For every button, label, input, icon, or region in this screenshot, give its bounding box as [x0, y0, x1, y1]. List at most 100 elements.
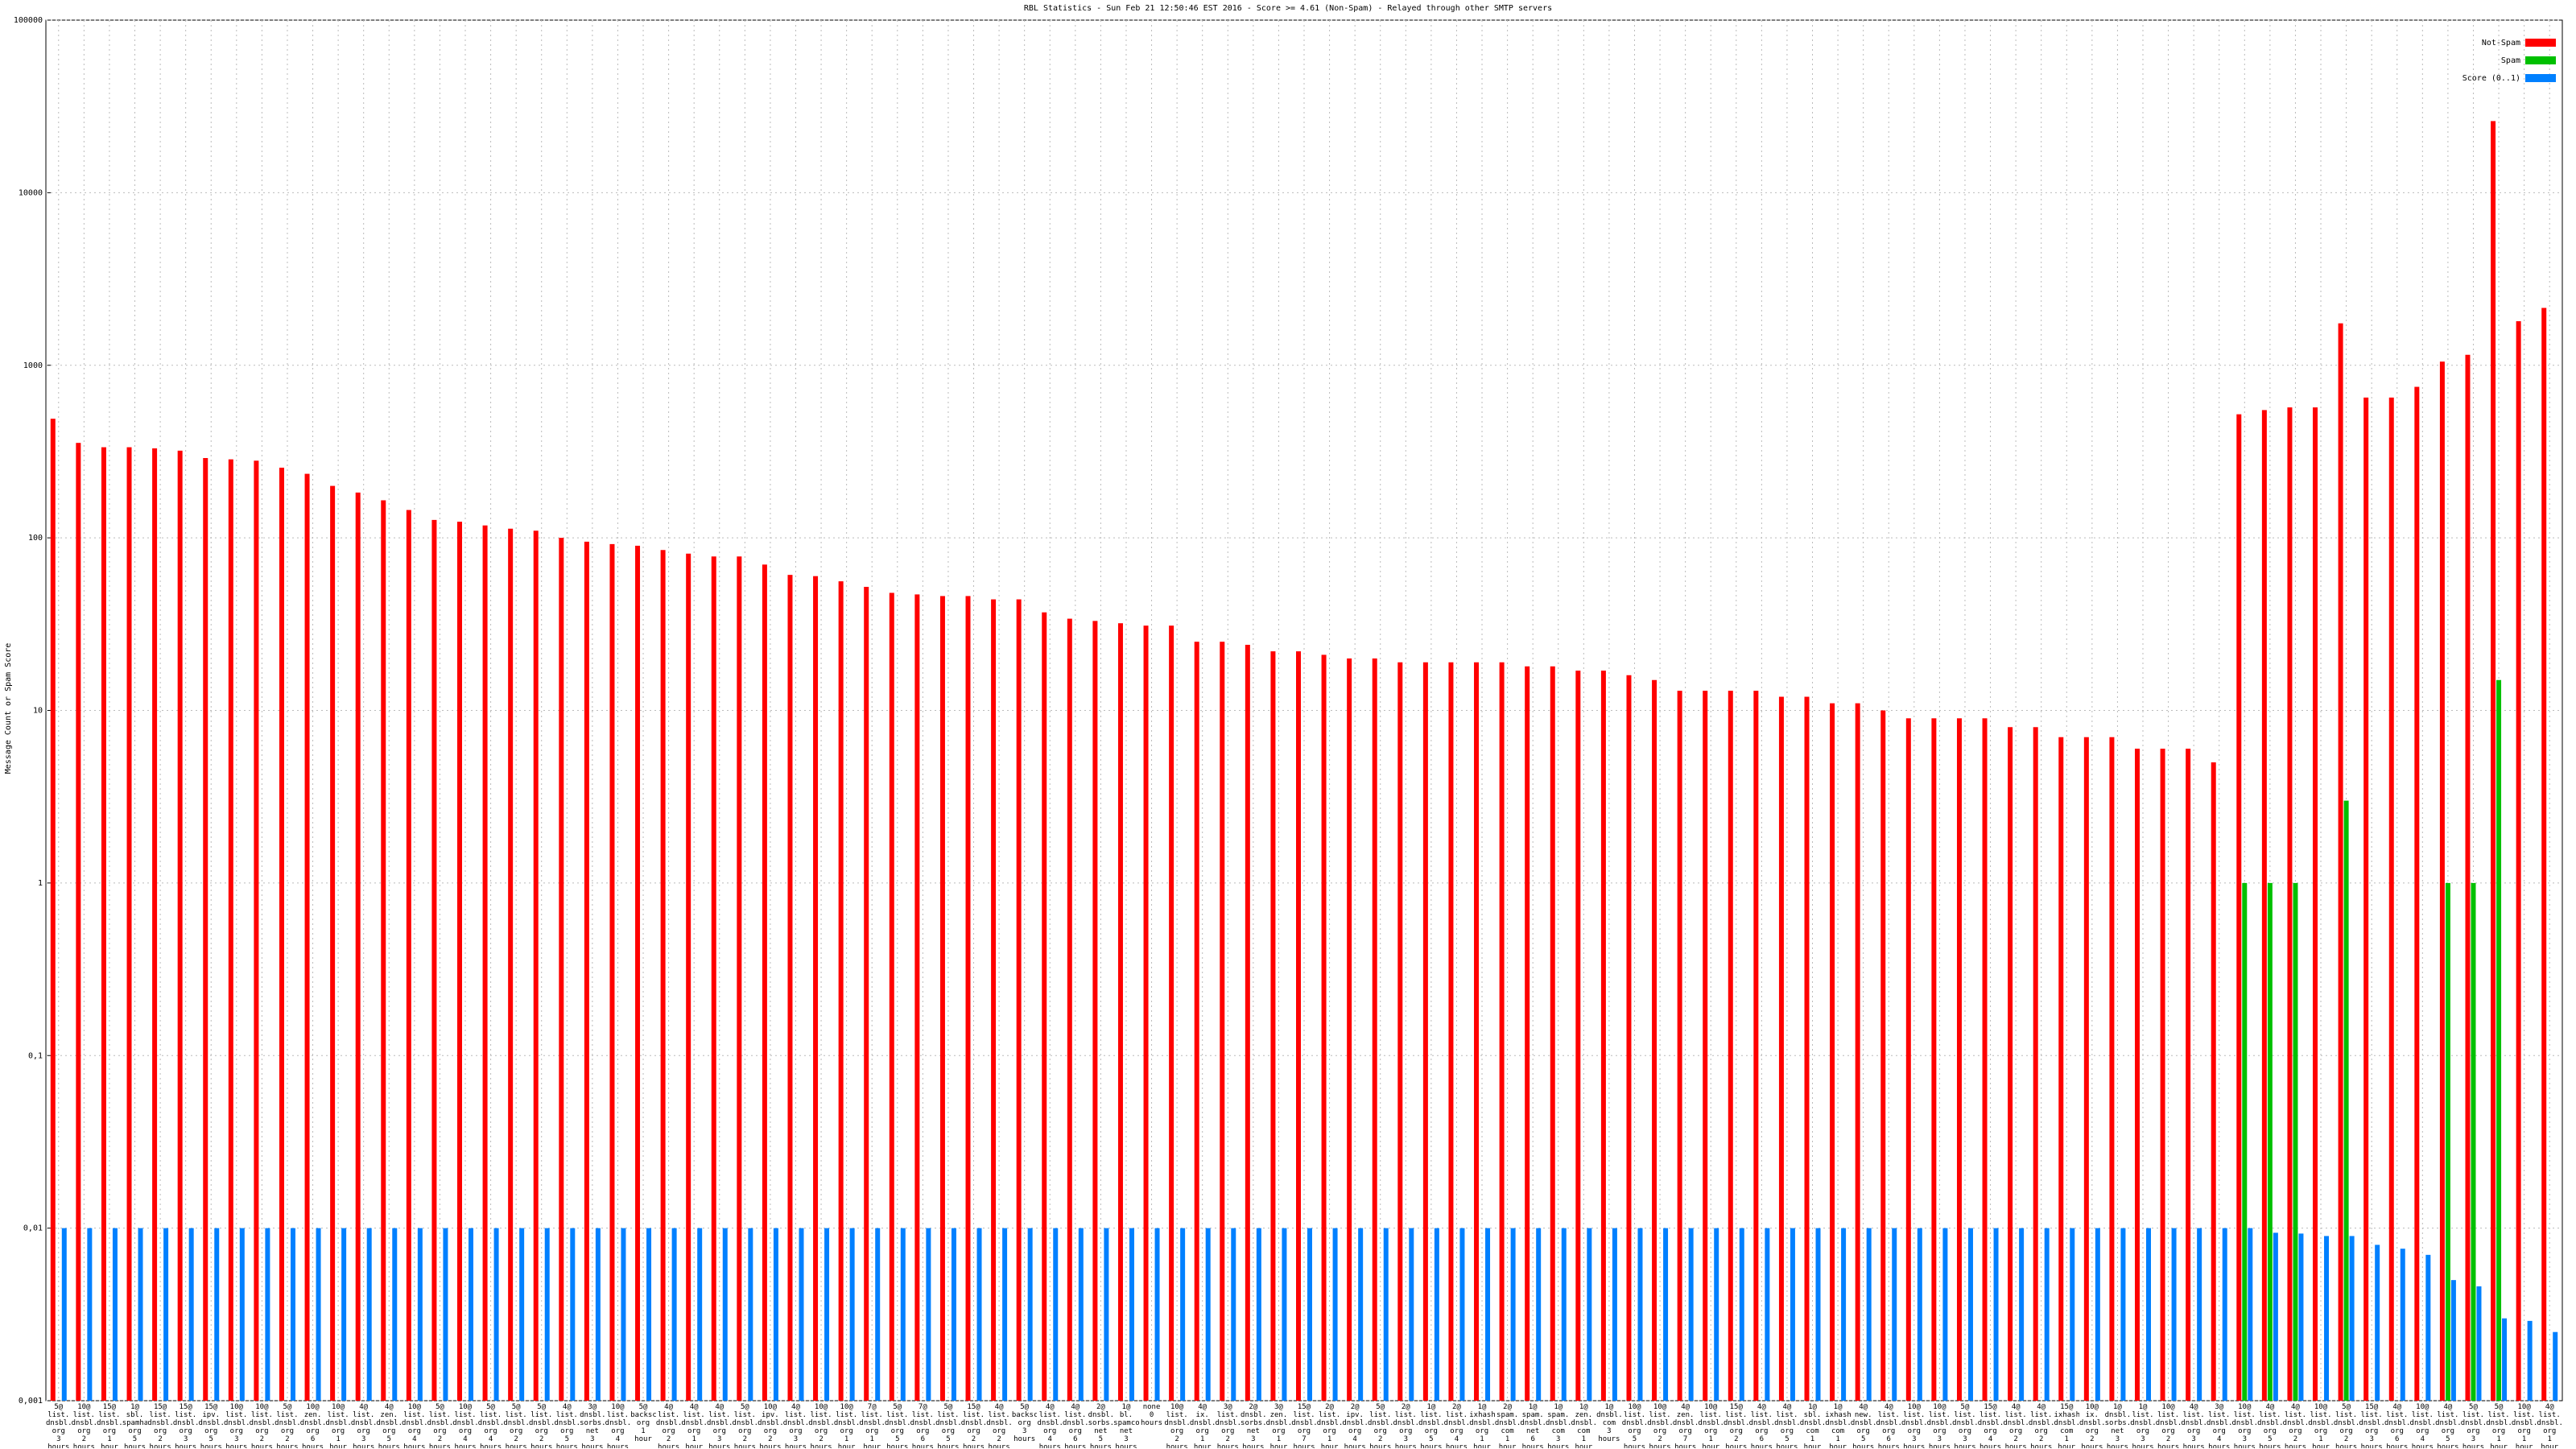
x-tick-label: 15@ list. dnsbl. org 2 hours — [147, 1403, 173, 1448]
bar — [239, 1228, 245, 1401]
x-tick-label-box: 10@ list. dnsbl. org 1 hour — [1698, 1403, 1724, 1448]
bar — [1143, 625, 1149, 1401]
bar — [1982, 718, 1988, 1401]
x-tick-label: 4@ zen. dnsbl. org 7 hours — [1672, 1403, 1699, 1448]
x-tick-label: 2@ ipv. dnsbl. org 4 hours — [1342, 1403, 1368, 1448]
bar — [2496, 679, 2502, 1401]
x-tick-label-box: 7@ list. dnsbl. org 1 hour — [859, 1403, 885, 1448]
bar — [214, 1228, 220, 1401]
bar — [290, 1228, 295, 1401]
bar — [2267, 882, 2273, 1401]
bar — [1485, 1228, 1491, 1401]
bar — [482, 525, 488, 1401]
bar — [341, 1228, 347, 1401]
x-tick-label-box: 10@ list. dnsbl. org 2 hours — [72, 1403, 97, 1448]
x-tick-label: 10@ list. dnsbl. org 4 hours — [2409, 1403, 2436, 1448]
bar — [508, 528, 514, 1401]
bar — [177, 450, 183, 1401]
bar — [635, 545, 641, 1401]
bar — [2171, 1228, 2177, 1401]
y-tick-label: 10000 — [19, 188, 43, 197]
bar — [1677, 691, 1682, 1401]
bar — [279, 467, 284, 1402]
x-tick-label: 10@ list. dnsbl. org 3 hours — [224, 1403, 250, 1448]
bar — [2471, 882, 2476, 1401]
bar — [2109, 737, 2115, 1401]
x-tick-label: 5@ list. dnsbl. org 2 hours — [732, 1403, 758, 1448]
x-tick-label-box: 3@ zen. dnsbl. org 1 hour — [1266, 1403, 1292, 1448]
bar — [660, 550, 666, 1401]
x-tick-label: 10@ list. dnsbl. org 2 hours — [71, 1403, 97, 1448]
bar — [1169, 625, 1174, 1401]
legend-label: Score (0..1) — [2462, 74, 2520, 83]
bar — [1739, 1228, 1744, 1401]
x-tick-label: 1@ zen. dnsbl. com 1 hour — [1571, 1403, 1597, 1448]
bar — [1967, 1228, 1973, 1401]
y-tick-label: 0,1 — [28, 1051, 43, 1060]
x-tick-label-box: 5@ list. dnsbl. org 2 hours — [503, 1403, 529, 1448]
bar — [1804, 696, 1810, 1401]
bar — [2476, 1286, 2482, 1401]
bar — [686, 553, 691, 1401]
x-tick-label: 10@ list. dnsbl. org 5 hours — [1621, 1403, 1648, 1448]
x-tick-label: 15@ list. dnsbl. org 1 hour — [97, 1403, 122, 1448]
bar — [1510, 1228, 1516, 1401]
x-tick-label-box: 15@ list. dnsbl. org 3 hours — [2359, 1403, 2384, 1448]
bar — [1383, 1228, 1389, 1401]
x-tick-label: 4@ list. dnsbl. org 6 hours — [1063, 1403, 1088, 1448]
x-tick-label: 1@ ixhash. dnsbl. org 1 hour — [1469, 1403, 1495, 1448]
bar — [671, 1228, 677, 1401]
bar — [2033, 727, 2038, 1401]
x-tick-label-box: 4@ list. dnsbl. org 2 hours — [656, 1403, 682, 1448]
x-tick-label-box: 10@ list. dnsbl. org 1 hour — [2512, 1403, 2537, 1448]
x-tick-label: 4@ list. dnsbl. org 5 hours — [2435, 1403, 2461, 1448]
bar — [1078, 1228, 1084, 1401]
x-tick-label: 10@ zen. dnsbl. org 6 hours — [299, 1403, 326, 1448]
x-tick-label-box: 5@ list. dnsbl. org 2 hours — [529, 1403, 555, 1448]
x-tick-label-box: 4@ list. dnsbl. org 1 hour — [2537, 1403, 2562, 1448]
x-tick-label: 10@ list. dnsbl. org 3 hours — [2231, 1403, 2258, 1448]
bar — [1637, 1228, 1643, 1401]
x-tick-label-box: 2@ dnsbl. sorbs. net 5 hours — [1088, 1403, 1114, 1448]
x-tick-label: 10@ list. dnsbl. org 1 hour — [2308, 1403, 2334, 1448]
bar — [787, 575, 793, 1401]
x-tick-label-box: 4@ zen. dnsbl. org 7 hours — [1673, 1403, 1699, 1448]
bar — [584, 541, 589, 1401]
bar — [126, 447, 132, 1401]
x-tick-label-box: 4@ new. dnsbl. org 5 hours — [1851, 1403, 1876, 1448]
x-tick-label-box: 4@ list. dnsbl. org 5 hours — [1774, 1403, 1800, 1448]
bar — [533, 530, 539, 1401]
bar — [2273, 1232, 2278, 1401]
x-tick-label-box: 10@ list. dnsbl. org 4 hours — [452, 1403, 478, 1448]
bar — [355, 492, 361, 1401]
x-tick-label: 15@ list. dnsbl. org 7 hours — [1291, 1403, 1317, 1448]
x-tick-label-box: 2@ dnsbl. sorbs. net 3 hours — [1241, 1403, 1266, 1448]
x-tick-label-box: 1@ spam. dnsbl. com 3 hours — [1546, 1403, 1571, 1448]
x-tick-label-box: 4@ list. dnsbl. org 2 hours — [2283, 1403, 2309, 1448]
x-tick-label-box: 4@ list. dnsbl. org 5 hours — [2435, 1403, 2461, 1448]
x-tick-label-box: 4@ list. dnsbl. org 3 hours — [2181, 1403, 2207, 1448]
y-tick-label: 1000 — [23, 361, 43, 370]
bar — [519, 1228, 525, 1401]
x-tick-label-box: 5@ list. dnsbl. org 3 hours — [1952, 1403, 1978, 1448]
x-tick-label-box: 3@ dnsbl. sorbs. net 3 hours — [580, 1403, 605, 1448]
x-tick-label: 4@ list. dnsbl. org 1 hour — [2537, 1403, 2562, 1448]
x-tick-label: 15@ ixhash. dnsbl. com 1 hour — [2054, 1403, 2080, 1448]
bar — [2211, 762, 2216, 1401]
x-tick-label-box: 10@ zen. dnsbl. org 6 hours — [300, 1403, 326, 1448]
x-tick-label-box: 1@ ixhash. dnsbl. org 1 hour — [1469, 1403, 1495, 1448]
x-tick-label: 4@ list. dnsbl. org 3 hours — [782, 1403, 809, 1448]
bar — [559, 538, 564, 1401]
bar — [697, 1228, 703, 1401]
bar — [1332, 1228, 1338, 1401]
x-tick-label: 10@ list. dnsbl. org 2 hours — [1164, 1403, 1190, 1448]
bar — [2324, 1236, 2330, 1401]
x-tick-label-box: 4@ ix. dnsbl. org 1 hour — [1190, 1403, 1216, 1448]
x-tick-label: 4@ list. dnsbl. org 1 hour — [681, 1403, 707, 1448]
bar — [773, 1228, 778, 1401]
x-tick-label-box: 10@ list. dnsbl. org 3 hours — [1927, 1403, 1953, 1448]
x-tick-label: 5@ list. dnsbl. org 3 hours — [2460, 1403, 2487, 1448]
x-tick-label: 7@ list. dnsbl. org 6 hours — [910, 1403, 936, 1448]
x-tick-label: 2@ list. dnsbl. org 3 hours — [1393, 1403, 1419, 1448]
x-tick-label-box: 2@ ipv. dnsbl. org 4 hours — [1342, 1403, 1368, 1448]
